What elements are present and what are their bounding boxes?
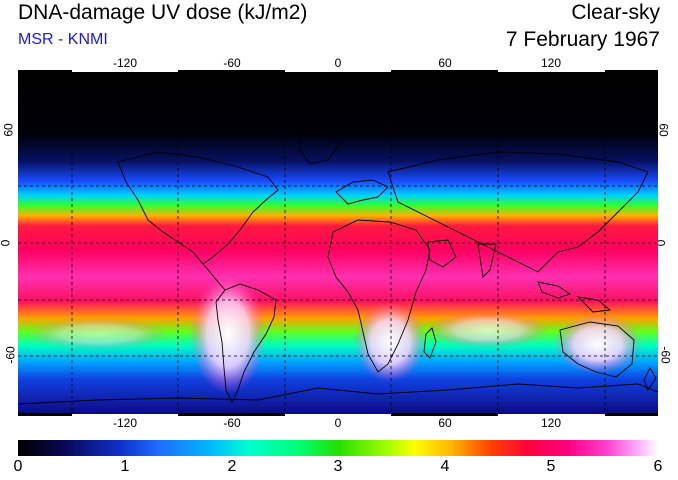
top-lon-tick: 120 bbox=[540, 56, 562, 70]
source-label: MSR - KNMI bbox=[18, 31, 108, 48]
hotspot-southern-africa bbox=[354, 302, 426, 382]
bottom-lon-tick: -60 bbox=[223, 416, 241, 430]
bottom-lon-tick: -120 bbox=[112, 416, 138, 430]
date-label: 7 February 1967 bbox=[505, 28, 660, 51]
colorbar-label: 1 bbox=[120, 458, 130, 475]
hotspot-pacific bbox=[28, 318, 168, 350]
top-lon-tick: 60 bbox=[438, 56, 452, 70]
colorbar bbox=[18, 440, 658, 456]
coastlines bbox=[18, 129, 658, 405]
top-lon-tick: -120 bbox=[112, 56, 138, 70]
top-edge-bars bbox=[18, 70, 658, 73]
top-lon-tick: 0 bbox=[334, 56, 342, 70]
colorbar-label: 6 bbox=[653, 458, 663, 475]
bottom-lon-tick: 120 bbox=[540, 416, 562, 430]
right-lat-tick: -60 bbox=[658, 346, 673, 364]
top-lon-tick: -60 bbox=[223, 56, 241, 70]
uv-dose-map bbox=[18, 72, 658, 414]
bottom-edge-bars bbox=[18, 413, 658, 416]
hotspot-australia bbox=[554, 314, 642, 374]
left-lat-tick: 60 bbox=[1, 123, 16, 137]
colorbar-label: 5 bbox=[546, 458, 556, 475]
right-lat-tick: 60 bbox=[656, 123, 671, 137]
hotspot-indian-ocean bbox=[428, 312, 548, 348]
colorbar-label: 3 bbox=[333, 458, 343, 475]
left-lat-tick: 0 bbox=[0, 240, 12, 247]
bottom-lon-tick: 60 bbox=[438, 416, 452, 430]
graticule bbox=[18, 72, 658, 414]
colorbar-label: 2 bbox=[227, 458, 237, 475]
hotspot-south-america bbox=[190, 274, 266, 394]
colorbar-label: 4 bbox=[440, 458, 450, 475]
left-lat-tick: -60 bbox=[3, 346, 18, 364]
chart-title: DNA-damage UV dose (kJ/m2) bbox=[18, 1, 308, 24]
condition-label: Clear-sky bbox=[571, 1, 660, 24]
bottom-lon-tick: 0 bbox=[334, 416, 342, 430]
colorbar-label: 0 bbox=[13, 458, 23, 475]
